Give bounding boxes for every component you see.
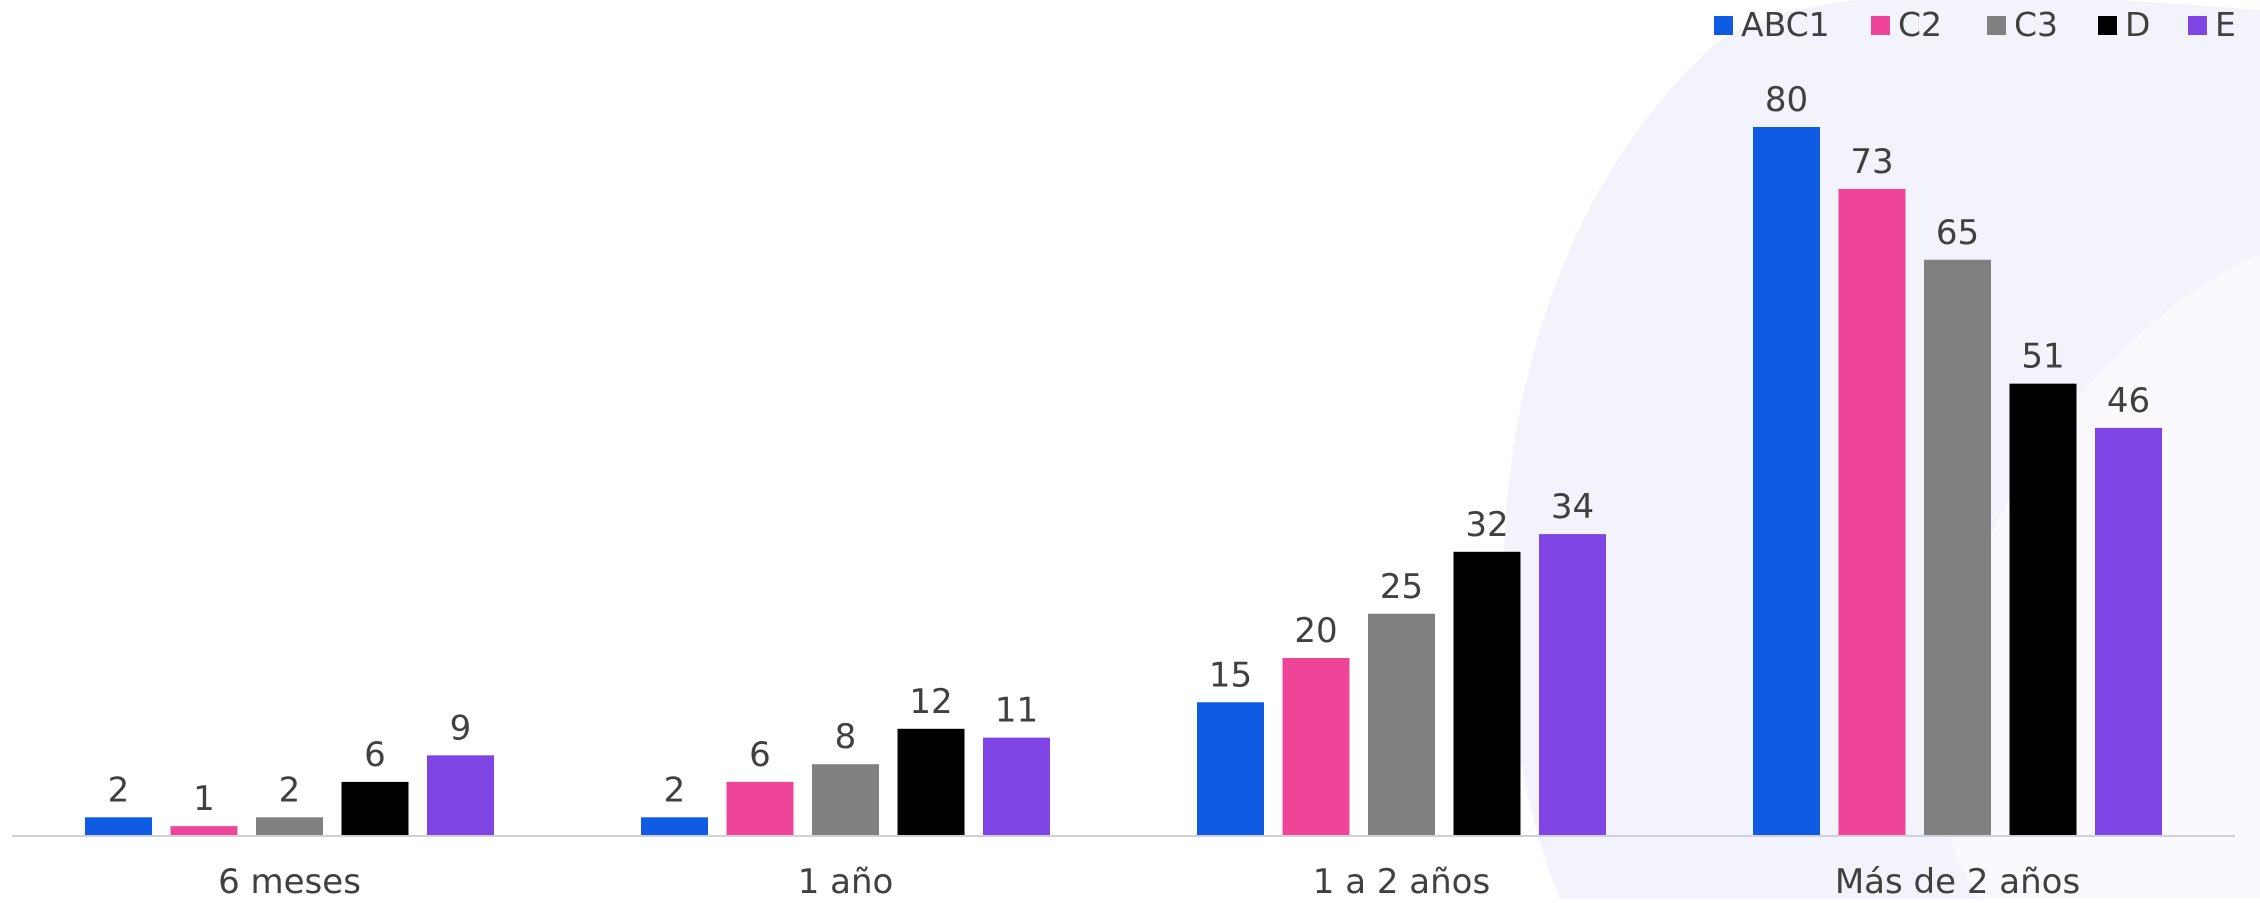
bar-d-2 — [897, 728, 965, 835]
data-label: 11 — [995, 691, 1038, 731]
bars — [85, 127, 2162, 835]
bar-c2-4 — [1838, 188, 1906, 835]
legend-label-c2: C2 — [1898, 5, 1942, 44]
data-label: 46 — [2107, 381, 2150, 421]
data-label: 6 — [749, 735, 771, 775]
data-label: 2 — [279, 770, 301, 810]
data-label: 9 — [450, 708, 472, 748]
bar-d-1 — [341, 781, 409, 835]
bar-c3-4 — [1924, 259, 1991, 835]
data-label: 32 — [1465, 505, 1508, 545]
x-tick-label: 1 año — [798, 862, 894, 899]
data-label: 8 — [835, 717, 857, 757]
bar-d-4 — [2009, 383, 2077, 835]
bar-abc1-4 — [1753, 127, 1820, 835]
bar-c2-3 — [1282, 658, 1350, 835]
data-label: 6 — [364, 735, 386, 775]
legend-swatch-e — [2188, 16, 2207, 35]
bar-c3-2 — [812, 764, 879, 835]
bar-c3-3 — [1368, 613, 1435, 835]
x-axis-tick-labels: 6 meses 1 año 1 a 2 años Más de 2 años — [218, 862, 2080, 902]
bar-c3-1 — [256, 817, 323, 835]
bar-c2-1 — [170, 826, 238, 835]
legend-swatch-c3 — [1987, 16, 2006, 35]
bar-e-2 — [983, 737, 1050, 835]
bar-abc1-1 — [85, 817, 152, 835]
data-label: 25 — [1380, 567, 1423, 607]
legend-swatch-d — [2098, 16, 2117, 35]
data-label: 1 — [193, 779, 215, 819]
bar-e-1 — [427, 755, 494, 835]
data-label: 73 — [1850, 142, 1893, 182]
data-label: 2 — [108, 770, 130, 810]
data-label: 34 — [1551, 487, 1594, 527]
data-label: 15 — [1209, 655, 1252, 695]
data-label: 65 — [1936, 213, 1979, 253]
legend-label-d: D — [2125, 5, 2150, 44]
legend-label-e: E — [2215, 5, 2236, 44]
data-label: 2 — [664, 770, 686, 810]
data-label: 51 — [2021, 337, 2064, 377]
data-label: 12 — [909, 682, 952, 722]
bar-e-3 — [1539, 534, 1606, 835]
legend-swatch-abc1 — [1714, 16, 1733, 35]
x-tick-label: 6 meses — [218, 862, 361, 899]
data-label: 80 — [1765, 80, 1808, 120]
legend-label-abc1: ABC1 — [1741, 5, 1830, 44]
bar-abc1-2 — [641, 817, 708, 835]
bar-abc1-3 — [1197, 702, 1264, 835]
bar-c2-2 — [726, 781, 794, 835]
bar-e-4 — [2095, 427, 2162, 835]
x-tick-label: Más de 2 años — [1835, 862, 2080, 899]
legend: ABC1 C2 C3 D E — [1714, 5, 2236, 44]
legend-swatch-c2 — [1871, 16, 1890, 35]
legend-label-c3: C3 — [2014, 5, 2058, 44]
data-label: 20 — [1294, 611, 1337, 651]
bar-d-3 — [1453, 551, 1521, 835]
x-tick-label: 1 a 2 años — [1313, 862, 1490, 899]
